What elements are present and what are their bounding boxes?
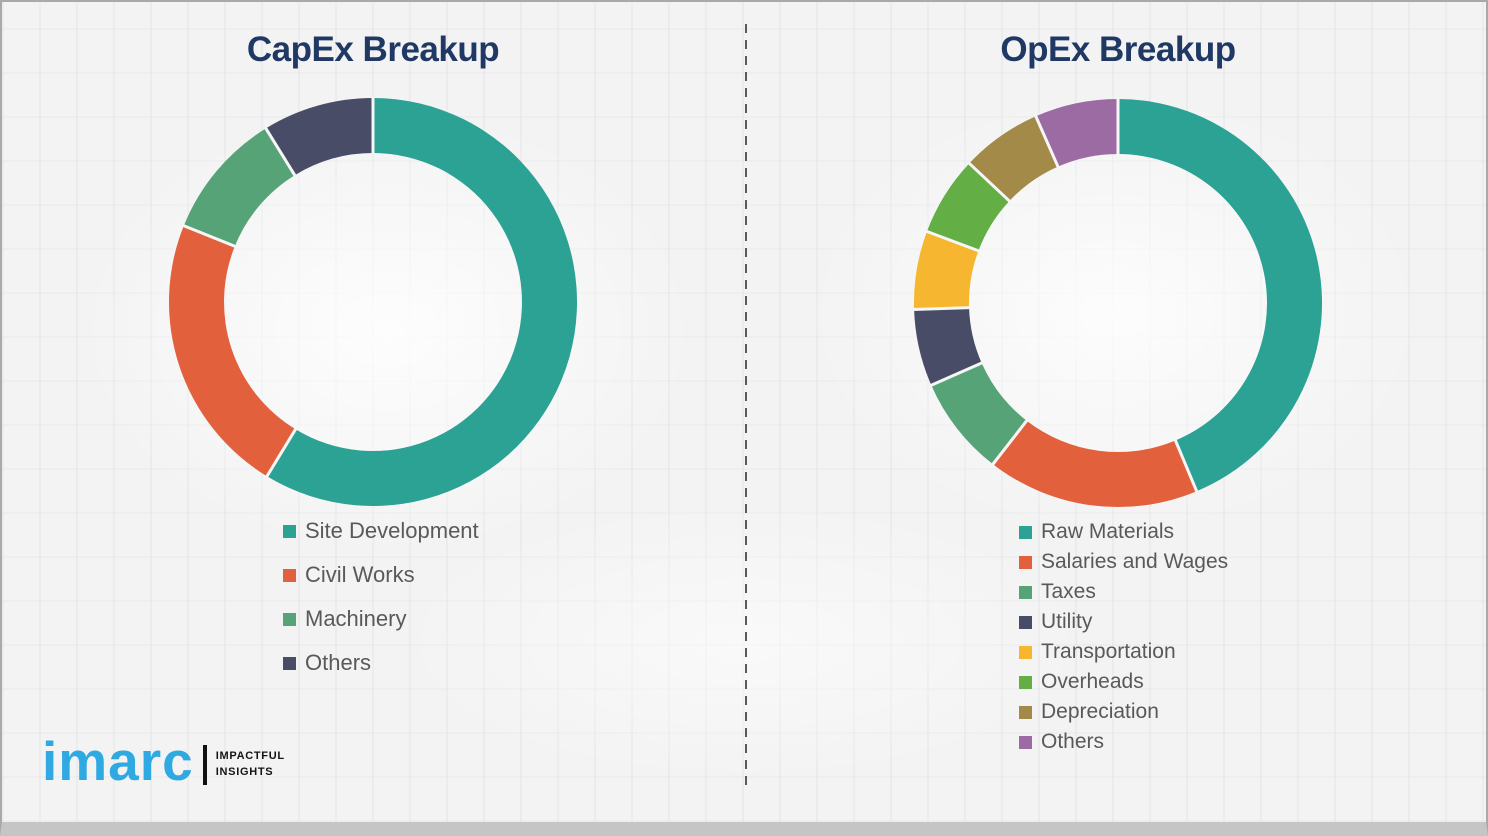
- legend-label: Overheads: [1041, 670, 1144, 693]
- legend-swatch: [1019, 615, 1032, 629]
- donut-segment-taxes: [931, 363, 1027, 465]
- legend-swatch: [1019, 525, 1032, 539]
- legend-item-overheads: Overheads: [1019, 667, 1228, 697]
- legend-swatch: [1019, 585, 1032, 599]
- opex-chart-title: OpEx Breakup: [1000, 30, 1236, 69]
- legend-swatch: [1019, 645, 1032, 659]
- segment-separator: [925, 229, 980, 253]
- capex-donut-chart: [168, 97, 578, 506]
- legend-swatch: [1019, 675, 1032, 689]
- legend-item-others: Others: [1019, 727, 1228, 757]
- logo-tagline-line1: IMPACTFUL: [215, 750, 285, 763]
- segment-separator: [929, 361, 984, 387]
- legend-swatch: [283, 612, 296, 626]
- capex-legend: Site Development Civil Works Machinery Othe…: [283, 509, 479, 685]
- legend-item-utility: Utility: [1019, 607, 1228, 637]
- legend-label: Others: [1041, 730, 1105, 753]
- legend-label: Others: [305, 650, 372, 675]
- segment-separator: [991, 419, 1029, 466]
- segment-separator: [264, 126, 297, 177]
- legend-label: Transportation: [1041, 640, 1176, 663]
- donut-segment-civil-works: [168, 225, 296, 477]
- segment-separator: [1173, 438, 1199, 493]
- legend-item-depreciation: Depreciation: [1019, 697, 1228, 727]
- legend-label: Utility: [1041, 610, 1093, 633]
- capex-chart-title: CapEx Breakup: [246, 30, 500, 69]
- legend-item-civil-works: Civil Works: [283, 553, 479, 597]
- donut-segment-transportation: [913, 231, 979, 310]
- legend-swatch: [283, 524, 296, 538]
- segment-separator: [265, 427, 298, 478]
- imarc-logo: imarc IMPACTFUL INSIGHTS: [42, 730, 285, 792]
- legend-swatch: [283, 568, 296, 582]
- donut-segment-depreciation: [969, 116, 1058, 201]
- legend-label: Taxes: [1041, 580, 1096, 603]
- legend-item-transportation: Transportation: [1019, 637, 1228, 667]
- legend-label: Raw Materials: [1041, 520, 1175, 543]
- segment-separator: [967, 161, 1012, 203]
- legend-label: Depreciation: [1041, 700, 1159, 723]
- segment-separator: [182, 223, 237, 249]
- legend-swatch: [283, 656, 296, 670]
- legend-label: Site Development: [305, 518, 479, 543]
- segment-separator: [1034, 114, 1060, 169]
- legend-item-machinery: Machinery: [283, 597, 479, 641]
- legend-item-others: Others: [283, 641, 479, 685]
- dashed-divider-line: [745, 24, 747, 792]
- legend-item-site-development: Site Development: [283, 509, 479, 553]
- opex-legend: Raw Materials Salaries and Wages Taxes Util…: [1019, 517, 1228, 757]
- donut-segment-raw-materials: [1118, 99, 1323, 492]
- legend-label: Civil Works: [305, 562, 415, 587]
- logo-tagline: IMPACTFUL INSIGHTS: [216, 749, 285, 781]
- legend-item-taxes: Taxes: [1019, 577, 1228, 607]
- donut-segment-site-development: [266, 98, 578, 506]
- legend-swatch: [1019, 735, 1032, 749]
- imarc-wordmark: imarc: [42, 730, 194, 792]
- donut-segment-others: [265, 98, 373, 176]
- legend-swatch: [1019, 705, 1032, 719]
- legend-label: Machinery: [305, 606, 407, 631]
- donut-segment-overheads: [926, 163, 1010, 251]
- logo-separator-bar: [202, 745, 207, 786]
- legend-item-raw-materials: Raw Materials: [1019, 517, 1228, 547]
- legend-swatch: [1019, 555, 1032, 569]
- segment-separator: [913, 306, 971, 311]
- donut-segment-others: [1035, 99, 1118, 167]
- donut-segment-salaries-and-wages: [992, 420, 1197, 508]
- opex-donut-chart: [913, 98, 1323, 508]
- donut-segment-machinery: [183, 128, 295, 247]
- donut-segment-utility: [914, 307, 982, 386]
- legend-item-salaries-and-wages: Salaries and Wages: [1019, 547, 1228, 577]
- legend-label: Salaries and Wages: [1041, 550, 1229, 573]
- logo-tagline-line2: INSIGHTS: [215, 766, 274, 779]
